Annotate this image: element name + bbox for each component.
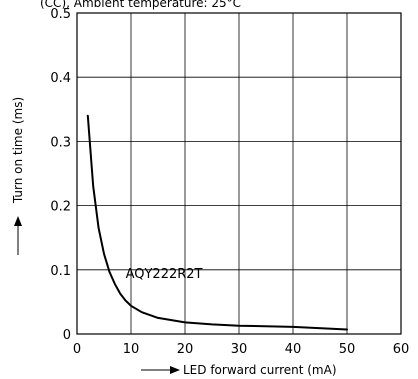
x-tick-label: 10	[123, 342, 140, 357]
y-axis-arrow-icon	[14, 216, 22, 226]
y-tick-label: 0.4	[50, 71, 71, 86]
x-tick-label: 40	[285, 342, 302, 357]
x-tick-labels: 0 10 20 30 40 50 60	[73, 342, 409, 357]
series-annotation-label: AQY222R2T	[126, 267, 203, 282]
x-tick-label: 60	[393, 342, 410, 357]
y-tick-label: 0.2	[50, 200, 71, 215]
x-tick-label: 0	[73, 342, 81, 357]
chart-partial-title: (CC), Ambient temperature: 25°C	[40, 0, 241, 10]
x-tick-label: 50	[339, 342, 356, 357]
x-tick-label: 30	[231, 342, 248, 357]
x-tick-label: 20	[177, 342, 194, 357]
y-tick-label: 0.3	[50, 135, 71, 150]
series-line-aqy222r2t	[86, 114, 348, 331]
y-tick-label: 0	[63, 328, 71, 343]
x-axis-arrow-icon	[170, 366, 180, 374]
grid	[77, 13, 401, 334]
plot-frame	[76, 12, 402, 335]
x-axis-label: LED forward current (mA)	[183, 363, 337, 377]
y-axis-label: Turn on time (ms)	[11, 97, 25, 204]
y-tick-label: 0.5	[50, 7, 71, 22]
y-tick-labels: 0 0.1 0.2 0.3 0.4 0.5	[50, 7, 71, 343]
y-tick-label: 0.1	[50, 264, 71, 279]
